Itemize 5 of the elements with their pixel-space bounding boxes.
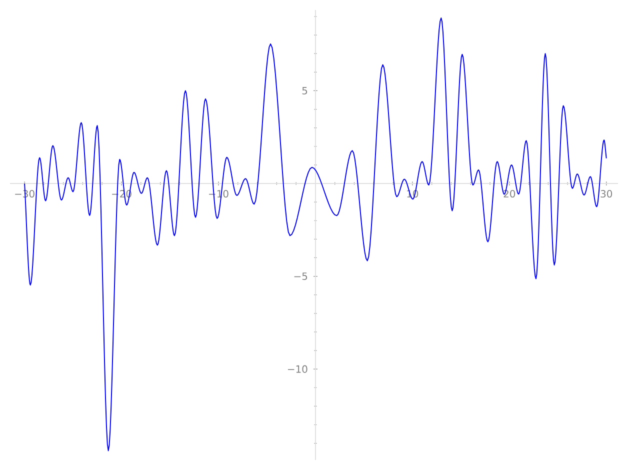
y-tick-label: 5 — [302, 87, 308, 94]
x-tick-label: 20 — [504, 190, 516, 198]
x-tick-label: 30 — [600, 190, 612, 198]
y-tick-label: −5 — [294, 272, 308, 280]
y-tick-label: −10 — [288, 365, 308, 373]
